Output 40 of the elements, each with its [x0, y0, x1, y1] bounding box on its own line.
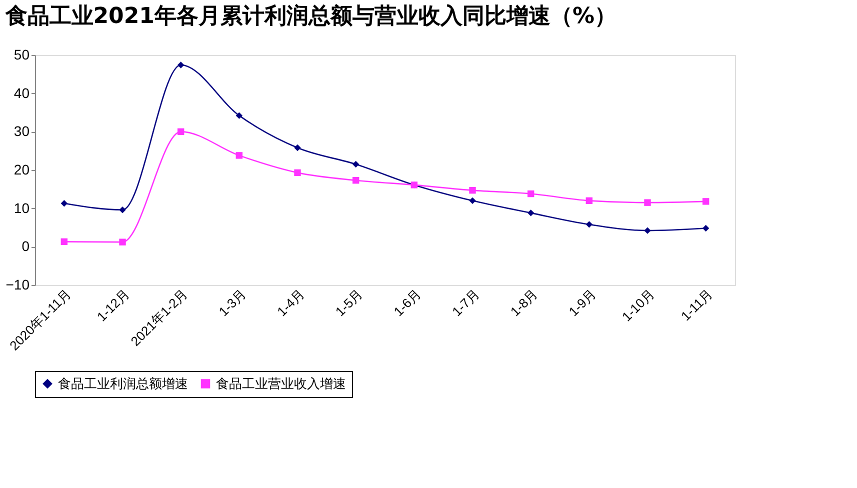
point: [586, 221, 593, 228]
chart-title: 食品工业2021年各月累计利润总额与营业收入同比增速（%）: [4, 3, 617, 29]
y-tick-label: −10: [6, 276, 30, 292]
point: [177, 62, 184, 68]
point: [177, 128, 184, 136]
legend-label: 食品工业营业收入增速: [216, 376, 346, 392]
x-tick-label: 1-8月: [507, 286, 541, 320]
point: [469, 197, 476, 204]
point: [352, 176, 360, 184]
point: [469, 186, 476, 194]
y-tick-label: 40: [14, 84, 30, 101]
point: [352, 160, 360, 168]
x-tick-label: 1-7月: [449, 286, 482, 320]
point: [294, 144, 301, 152]
y-tick-label: 20: [14, 162, 30, 178]
point: [527, 210, 534, 216]
point: [236, 112, 243, 119]
point: [236, 152, 243, 159]
x-tick-label: 1-5月: [332, 286, 366, 320]
point: [644, 227, 651, 234]
y-tick-label: 50: [14, 46, 30, 62]
legend-label: 食品工业利润总额增速: [58, 376, 188, 392]
x-tick-label: 1-6月: [390, 286, 424, 320]
point: [586, 197, 593, 204]
point: [702, 198, 710, 205]
point: [527, 190, 534, 198]
point: [60, 200, 68, 207]
point: [119, 238, 126, 246]
point: [644, 199, 651, 206]
x-tick-label: 1-11月: [678, 286, 716, 324]
point: [702, 224, 710, 232]
point: [60, 238, 68, 246]
point: [294, 169, 301, 176]
x-tick-label: 1-9月: [566, 286, 599, 320]
point: [119, 206, 126, 214]
x-tick-label: 1-3月: [216, 286, 249, 320]
x-tick-label: 1-4月: [274, 286, 308, 320]
y-tick-label: 30: [14, 123, 30, 140]
y-tick-label: 0: [22, 238, 30, 254]
y-tick-label: 10: [14, 200, 30, 216]
